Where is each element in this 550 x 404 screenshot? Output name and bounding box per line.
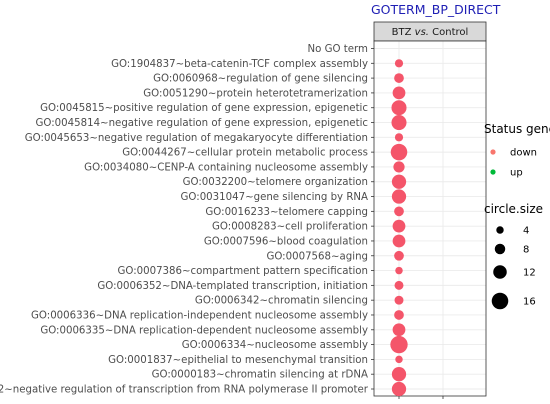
data-point	[394, 59, 404, 68]
size-legend-key	[493, 265, 507, 279]
size-legend: circle.size 4 8 12 16	[484, 202, 543, 310]
y-tick-label: GO:0045814~negative regulation of gene e…	[36, 118, 368, 129]
size-legend-label: 16	[523, 297, 536, 308]
y-tick-label: GO:0006342~chromatin silencing	[195, 296, 368, 307]
y-tick-label: GO:0006336~DNA replication-independent n…	[31, 310, 368, 321]
status-legend-label: up	[510, 168, 523, 179]
plot-panel-border	[373, 40, 487, 397]
facet-left-label: BTZ	[392, 27, 412, 38]
data-point	[394, 73, 404, 83]
y-tick-label: GO:0034080~CENP-A containing nucleosome …	[84, 162, 368, 173]
y-tick-label: GO:0045815~positive regulation of gene e…	[40, 103, 368, 114]
size-legend-key	[496, 226, 504, 234]
y-tick-label: GO:0045653~negative regulation of megaka…	[25, 133, 368, 144]
data-point	[390, 143, 408, 161]
y-tick-label: GO:0006334~nucleosome assembly	[182, 340, 368, 351]
data-point	[392, 323, 406, 337]
y-tick-label: GO:0007596~blood coagulation	[204, 236, 368, 247]
y-tick-label: GO:0051290~protein heterotetramerization	[143, 88, 368, 99]
data-point	[394, 206, 404, 217]
data-point	[395, 355, 403, 364]
status-legend-key	[490, 149, 496, 155]
status-legend-label: down	[510, 148, 537, 159]
data-point	[394, 250, 404, 261]
data-point	[393, 161, 405, 173]
data-point	[392, 219, 406, 233]
facet-vs-label: vs.	[415, 27, 429, 38]
data-point	[394, 295, 404, 305]
size-legend-key	[494, 243, 506, 255]
data-point	[394, 310, 404, 320]
facet-right-label: Control	[432, 27, 468, 38]
status-legend-key	[490, 169, 496, 175]
data-point	[390, 335, 408, 354]
y-tick-label: GO:0006335~DNA replication-dependent nuc…	[40, 325, 368, 336]
plot-panel	[373, 40, 487, 397]
data-point	[391, 381, 407, 397]
y-tick-label: GO:0008283~cell proliferation	[212, 222, 368, 233]
size-legend-label: 8	[523, 245, 529, 256]
y-tick-label: GO:0060968~regulation of gene silencing	[153, 74, 368, 85]
data-point	[391, 100, 407, 116]
y-tick-label: GO:0031047~gene silencing by RNA	[181, 192, 368, 203]
y-tick-label: GO:0007568~aging	[266, 251, 368, 262]
data-point	[392, 234, 406, 248]
x-axis-ticks	[398, 396, 444, 399]
size-legend-label: 12	[523, 268, 536, 279]
y-tick-label: GO:0000183~chromatin silencing at rDNA	[152, 370, 368, 381]
y-tick-label: GO:0016233~telomere capping	[205, 207, 368, 218]
data-point	[391, 174, 407, 189]
y-tick-label: GO:0032200~telomere organization	[183, 177, 368, 188]
data-point	[395, 266, 403, 275]
y-tick-label: GO:0000122~negative regulation of transc…	[0, 385, 369, 396]
y-axis-tick-labels: GO:0000122~negative regulation of transc…	[0, 44, 369, 396]
plot-panel-background	[374, 41, 486, 396]
data-point	[391, 115, 407, 131]
size-legend-title: circle.size	[484, 202, 543, 216]
y-tick-label: GO:0044267~cellular protein metabolic pr…	[122, 148, 368, 159]
grid-lines	[374, 41, 486, 396]
y-tick-label: GO:1904837~beta-catenin-TCF complex asse…	[111, 59, 368, 70]
size-legend-label: 4	[523, 226, 529, 237]
status-legend-title: Status gene	[484, 122, 550, 136]
data-point	[394, 133, 404, 142]
data-point	[394, 280, 404, 290]
y-tick-label: GO:0007386~compartment pattern specifica…	[117, 266, 368, 277]
status-legend: Status gene down up	[484, 122, 550, 179]
data-point	[392, 86, 406, 100]
y-axis-ticks	[371, 48, 374, 390]
data-point	[391, 189, 407, 204]
y-tick-label: No GO term	[308, 44, 369, 55]
data-point	[391, 367, 407, 382]
y-tick-label: GO:0001837~epithelial to mesenchymal tra…	[108, 355, 368, 366]
y-tick-label: GO:0006352~DNA-templated transcription, …	[97, 281, 368, 292]
data-points	[390, 59, 408, 397]
size-legend-key	[491, 292, 509, 310]
chart-title: GOTERM_BP_DIRECT	[371, 2, 501, 17]
facet-strip: BTZ vs. Control	[373, 21, 487, 42]
facet-strip-label: BTZ vs. Control	[392, 27, 469, 38]
